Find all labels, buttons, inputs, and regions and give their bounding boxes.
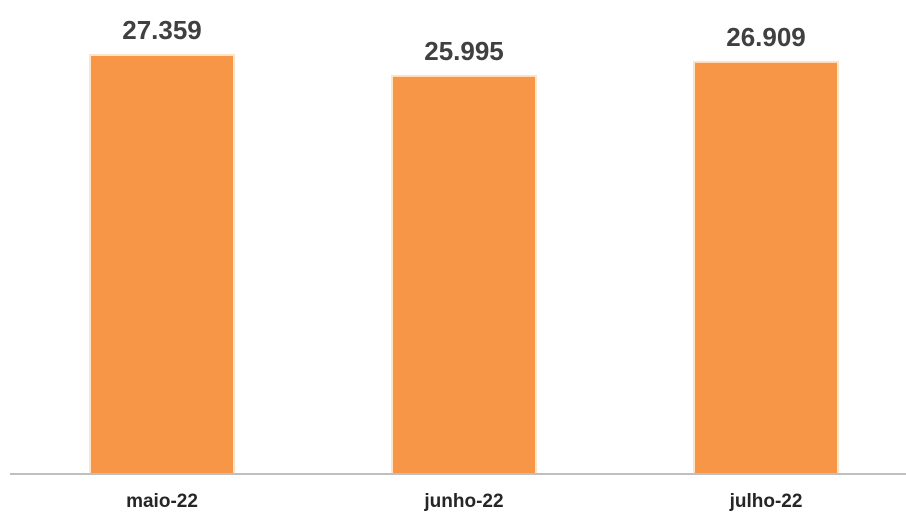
data-label-maio-22: 27.359 <box>122 15 202 45</box>
x-tick-label-junho-22: junho-22 <box>423 491 503 512</box>
data-label-julho-22: 26.909 <box>726 22 806 52</box>
x-tick-label-maio-22: maio-22 <box>126 491 198 512</box>
data-labels-group: 27.359 25.995 26.909 <box>122 15 806 66</box>
bar-junho-22 <box>391 74 537 476</box>
bar-julho-22 <box>693 60 839 476</box>
bars-group <box>89 54 839 476</box>
x-tick-labels-group: maio-22 junho-22 julho-22 <box>126 491 802 512</box>
x-tick-label-julho-22: julho-22 <box>729 491 803 512</box>
data-label-junho-22: 25.995 <box>424 36 504 66</box>
bar-maio-22 <box>89 54 235 475</box>
